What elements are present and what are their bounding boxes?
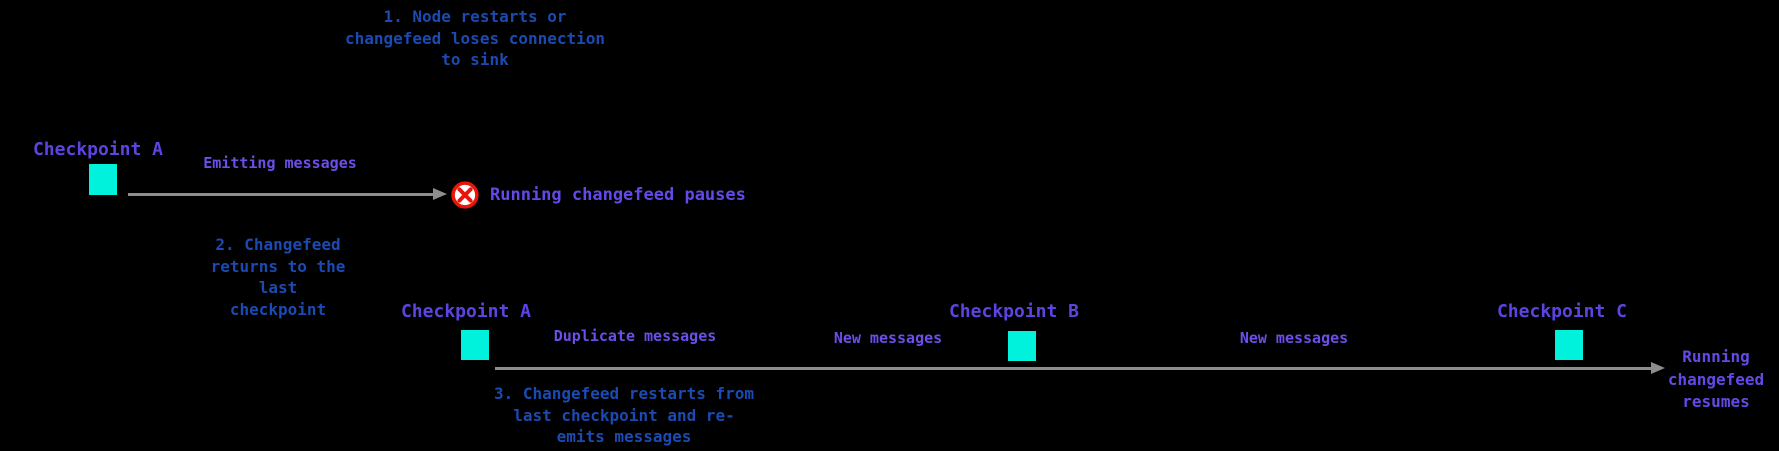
timeline2-checkpoint-c-marker-icon [1555, 330, 1583, 360]
note-step2-returns-to-checkpoint: 2. Changefeed returns to the last checkp… [210, 235, 346, 319]
timeline2-arrow-line [495, 367, 1651, 370]
timeline1-checkpoint-a-marker-icon [89, 164, 117, 195]
timeline2-checkpoint-a-label: Checkpoint A [400, 301, 532, 322]
note-step3-restarts-from-checkpoint: 3. Changefeed restarts from last checkpo… [493, 384, 755, 446]
duplicate-messages-label: Duplicate messages [553, 327, 717, 345]
timeline1-checkpoint-a-label: Checkpoint A [32, 139, 164, 160]
new-messages-label-1: New messages [833, 329, 943, 347]
running-changefeed-pauses-label: Running changefeed pauses [490, 185, 746, 205]
timeline2-checkpoint-b-marker-icon [1008, 331, 1036, 361]
timeline2-checkpoint-c-label: Checkpoint C [1496, 301, 1628, 322]
emitting-messages-label: Emitting messages [203, 154, 357, 172]
new-messages-label-2: New messages [1239, 329, 1349, 347]
running-changefeed-resumes-label: Running changefeed resumes [1667, 347, 1765, 411]
timeline2-arrowhead-icon [1651, 362, 1665, 374]
note-step1-node-restarts: 1. Node restarts or changefeed loses con… [344, 7, 606, 69]
timeline2-checkpoint-a-marker-icon [461, 330, 489, 360]
circled-x-icon [451, 181, 479, 209]
timeline1-arrowhead-icon [433, 188, 447, 200]
timeline2-checkpoint-b-label: Checkpoint B [948, 301, 1080, 322]
timeline1-arrow-line [128, 193, 433, 196]
